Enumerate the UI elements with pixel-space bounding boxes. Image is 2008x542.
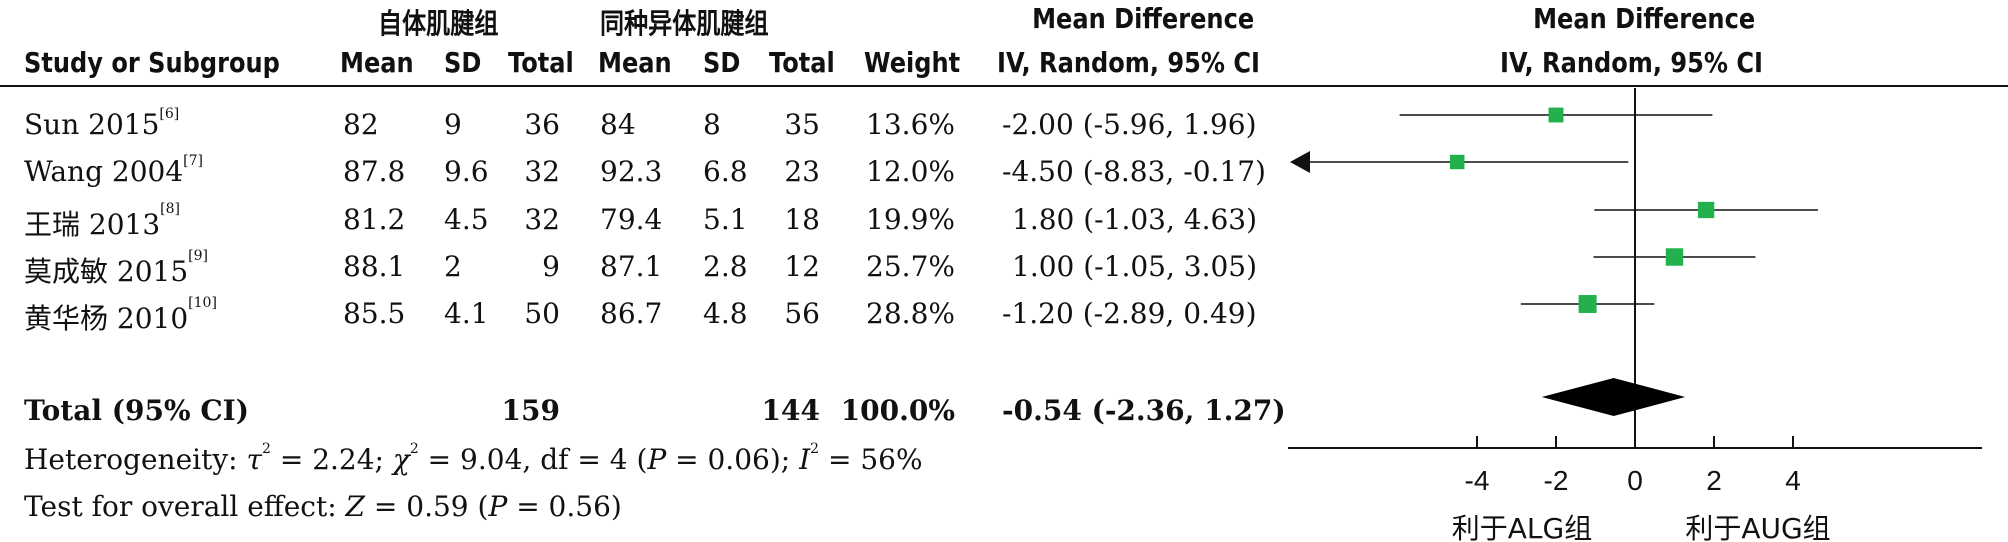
study-ctl-mean: 86.7 bbox=[600, 297, 663, 330]
header-md-method: IV, Random, 95% CI bbox=[997, 46, 1261, 79]
header-exp-sd: SD bbox=[444, 46, 482, 79]
study-ctl-mean: 87.1 bbox=[600, 250, 663, 283]
header-group-experimental: 自体肌腱组 bbox=[378, 7, 499, 40]
study-ctl-mean: 79.4 bbox=[600, 203, 663, 236]
study-ctl-sd: 6.8 bbox=[703, 155, 748, 188]
study-ctl-total: 12 bbox=[784, 250, 820, 283]
study-exp-sd: 9 bbox=[444, 108, 462, 141]
header-weight: Weight bbox=[864, 46, 961, 79]
study-exp-mean: 81.2 bbox=[343, 203, 406, 236]
study-exp-mean: 82 bbox=[343, 108, 379, 141]
study-name: 莫成敏 2015[9] bbox=[24, 248, 209, 288]
heterogeneity-text: Heterogeneity: τ2 = 2.24; χ2 = 9.04, df … bbox=[24, 441, 923, 476]
study-name: Wang 2004[7] bbox=[24, 153, 203, 188]
study-name: 黄华杨 2010[10] bbox=[24, 295, 217, 335]
study-exp-sd: 2 bbox=[444, 250, 462, 283]
study-ctl-total: 18 bbox=[784, 203, 820, 236]
header-ctl-mean: Mean bbox=[598, 46, 672, 79]
study-weight: 28.8% bbox=[866, 297, 955, 330]
study-exp-total: 32 bbox=[524, 203, 560, 236]
study-exp-total: 9 bbox=[542, 250, 560, 283]
study-exp-sd: 9.6 bbox=[444, 155, 489, 188]
study-ci: 1.00 (-1.05, 3.05) bbox=[1012, 250, 1258, 283]
x-tick-label: 4 bbox=[1785, 465, 1801, 496]
header-ctl-sd: SD bbox=[703, 46, 741, 79]
favours-left-label: 利于ALG组 bbox=[1452, 512, 1592, 542]
study-weight: 19.9% bbox=[866, 203, 955, 236]
total-exp-n: 159 bbox=[501, 394, 560, 427]
study-ctl-total: 35 bbox=[784, 108, 820, 141]
study-name: Sun 2015[6] bbox=[24, 106, 180, 141]
header-exp-mean: Mean bbox=[340, 46, 414, 79]
study-ci: -1.20 (-2.89, 0.49) bbox=[1002, 297, 1257, 330]
study-ci: -2.00 (-5.96, 1.96) bbox=[1002, 108, 1257, 141]
study-point-square bbox=[1548, 107, 1564, 123]
study-ctl-total: 56 bbox=[784, 297, 820, 330]
study-exp-sd: 4.5 bbox=[444, 203, 489, 236]
x-tick-label: 2 bbox=[1706, 465, 1722, 496]
study-ctl-sd: 5.1 bbox=[703, 203, 748, 236]
pooled-diamond bbox=[1541, 378, 1686, 416]
study-ctl-sd: 2.8 bbox=[703, 250, 748, 283]
study-name: 王瑞 2013[8] bbox=[24, 201, 181, 241]
x-tick-label: -4 bbox=[1465, 465, 1490, 496]
favours-right-label: 利于AUG组 bbox=[1685, 512, 1830, 542]
study-exp-mean: 88.1 bbox=[343, 250, 406, 283]
total-ci: -0.54 (-2.36, 1.27) bbox=[1002, 394, 1286, 427]
study-exp-sd: 4.1 bbox=[444, 297, 489, 330]
header-plot-title: Mean Difference bbox=[1533, 2, 1756, 35]
study-exp-mean: 87.8 bbox=[343, 155, 406, 188]
total-ctl-n: 144 bbox=[761, 394, 820, 427]
study-point-square bbox=[1697, 201, 1715, 219]
study-ctl-total: 23 bbox=[784, 155, 820, 188]
study-ctl-mean: 92.3 bbox=[600, 155, 663, 188]
study-ci: -4.50 (-8.83, -0.17) bbox=[1002, 155, 1266, 188]
study-ctl-sd: 4.8 bbox=[703, 297, 748, 330]
study-weight: 12.0% bbox=[866, 155, 955, 188]
study-exp-total: 32 bbox=[524, 155, 560, 188]
study-exp-mean: 85.5 bbox=[343, 297, 406, 330]
header-group-control: 同种异体肌腱组 bbox=[600, 7, 769, 40]
study-exp-total: 50 bbox=[524, 297, 560, 330]
header-exp-total: Total bbox=[508, 46, 574, 79]
study-point-square bbox=[1578, 295, 1597, 313]
study-weight: 13.6% bbox=[866, 108, 955, 141]
study-weight: 25.7% bbox=[866, 250, 955, 283]
total-label: Total (95% CI) bbox=[24, 394, 249, 427]
study-ctl-sd: 8 bbox=[703, 108, 721, 141]
overall-effect-text: Test for overall effect: Z = 0.59 (P = 0… bbox=[24, 490, 622, 523]
study-ci: 1.80 (-1.03, 4.63) bbox=[1012, 203, 1258, 236]
header-study: Study or Subgroup bbox=[24, 46, 280, 79]
header-ctl-total: Total bbox=[769, 46, 835, 79]
header-md-title: Mean Difference bbox=[1032, 2, 1255, 35]
ci-arrow-left bbox=[1290, 151, 1310, 173]
header-plot-method: IV, Random, 95% CI bbox=[1500, 46, 1764, 79]
study-ctl-mean: 84 bbox=[600, 108, 636, 141]
x-tick-label: -2 bbox=[1544, 465, 1569, 496]
study-point-square bbox=[1665, 248, 1684, 266]
x-tick-label: 0 bbox=[1627, 465, 1643, 496]
total-weight: 100.0% bbox=[840, 394, 955, 427]
study-point-square bbox=[1450, 154, 1465, 170]
study-exp-total: 36 bbox=[524, 108, 560, 141]
